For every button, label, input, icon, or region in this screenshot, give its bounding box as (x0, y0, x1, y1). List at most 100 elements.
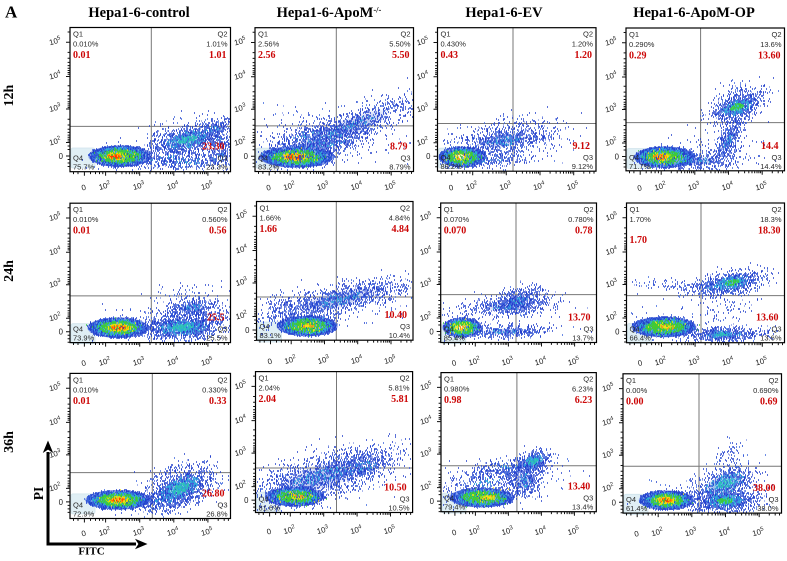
svg-text:103: 103 (132, 356, 146, 368)
svg-text:Q1: Q1 (258, 30, 268, 39)
svg-text:103: 103 (687, 355, 701, 367)
svg-text:Q3: Q3 (217, 325, 227, 334)
svg-text:10.4%: 10.4% (389, 331, 411, 340)
svg-text:23.3%: 23.3% (206, 163, 228, 172)
svg-text:79.4%: 79.4% (444, 503, 466, 512)
svg-text:105: 105 (234, 379, 248, 391)
svg-text:Hepa1-6-control: Hepa1-6-control (88, 5, 189, 21)
svg-text:103: 103 (234, 446, 248, 458)
svg-text:103: 103 (684, 526, 698, 538)
svg-text:103: 103 (316, 180, 330, 192)
svg-text:105: 105 (200, 526, 214, 538)
svg-text:105: 105 (567, 525, 581, 537)
svg-text:105: 105 (48, 35, 62, 47)
svg-text:13.60: 13.60 (758, 51, 781, 62)
svg-text:Q4: Q4 (629, 153, 639, 162)
svg-text:102: 102 (601, 482, 615, 494)
svg-text:0.330%: 0.330% (202, 385, 228, 394)
svg-text:105: 105 (754, 355, 768, 367)
svg-text:75.7%: 75.7% (73, 163, 95, 172)
svg-text:83.2%: 83.2% (258, 163, 280, 172)
svg-text:Q3: Q3 (771, 153, 781, 162)
svg-text:1.70: 1.70 (630, 235, 648, 246)
svg-text:102: 102 (283, 354, 297, 366)
svg-text:72.9%: 72.9% (73, 510, 95, 519)
svg-text:Q1: Q1 (260, 204, 270, 213)
svg-text:105: 105 (604, 36, 618, 48)
svg-text:Q1: Q1 (626, 376, 636, 385)
svg-text:Q1: Q1 (73, 30, 83, 39)
svg-text:26.80: 26.80 (202, 489, 225, 500)
svg-text:0: 0 (637, 358, 644, 368)
svg-text:13.6%: 13.6% (760, 334, 782, 343)
svg-text:0: 0 (59, 328, 64, 337)
svg-text:105: 105 (751, 526, 765, 538)
svg-text:Q3: Q3 (583, 153, 593, 162)
svg-text:81.6%: 81.6% (259, 504, 281, 513)
svg-text:102: 102 (48, 481, 62, 493)
svg-text:5.50: 5.50 (392, 50, 410, 61)
svg-text:38.0%: 38.0% (757, 504, 779, 513)
svg-text:13.7%: 13.7% (572, 334, 594, 343)
svg-text:Q2: Q2 (400, 374, 410, 383)
svg-text:103: 103 (317, 354, 331, 366)
svg-text:Q2: Q2 (217, 30, 227, 39)
svg-text:103: 103 (604, 102, 618, 114)
svg-text:103: 103 (48, 102, 62, 114)
svg-text:103: 103 (316, 524, 330, 536)
svg-text:105: 105 (200, 356, 214, 368)
svg-text:0.33: 0.33 (209, 396, 227, 407)
svg-text:0: 0 (59, 152, 64, 161)
svg-text:102: 102 (235, 309, 249, 321)
svg-text:Q4: Q4 (73, 501, 83, 510)
svg-text:105: 105 (383, 354, 397, 366)
svg-text:26.8%: 26.8% (206, 510, 228, 519)
svg-text:0: 0 (633, 529, 640, 539)
svg-text:1.01%: 1.01% (206, 40, 228, 49)
svg-text:103: 103 (501, 525, 515, 537)
svg-text:Q4: Q4 (259, 495, 269, 504)
svg-text:105: 105 (605, 211, 619, 223)
svg-text:5.81%: 5.81% (388, 384, 410, 393)
svg-text:105: 105 (416, 35, 430, 47)
svg-text:Hepa1-6-EV: Hepa1-6-EV (465, 5, 543, 21)
svg-text:0.560%: 0.560% (202, 215, 228, 224)
svg-text:Q3: Q3 (583, 325, 593, 334)
svg-text:103: 103 (48, 448, 62, 460)
svg-text:0.78: 0.78 (575, 226, 593, 237)
svg-text:Q3: Q3 (400, 495, 410, 504)
svg-text:102: 102 (48, 311, 62, 323)
svg-text:Q2: Q2 (217, 205, 227, 214)
svg-text:1.20%: 1.20% (572, 40, 594, 49)
svg-text:105: 105 (419, 380, 433, 392)
svg-text:Q1: Q1 (259, 374, 269, 383)
svg-text:0.010%: 0.010% (73, 215, 99, 224)
svg-text:2.56: 2.56 (258, 50, 276, 61)
svg-text:103: 103 (235, 276, 249, 288)
svg-text:Q4: Q4 (260, 322, 270, 331)
svg-text:10.50: 10.50 (384, 483, 407, 494)
svg-text:0.56: 0.56 (209, 226, 227, 237)
svg-text:13.6%: 13.6% (760, 40, 782, 49)
svg-text:103: 103 (601, 448, 615, 460)
svg-text:4.84: 4.84 (392, 224, 410, 235)
svg-text:0.69: 0.69 (760, 396, 778, 407)
svg-text:102: 102 (467, 355, 481, 367)
svg-text:102: 102 (653, 180, 667, 192)
svg-text:9.12%: 9.12% (572, 162, 594, 171)
svg-text:13.60: 13.60 (756, 313, 779, 324)
svg-text:103: 103 (132, 180, 146, 192)
svg-text:102: 102 (654, 355, 668, 367)
svg-text:102: 102 (419, 481, 433, 493)
svg-text:102: 102 (650, 526, 664, 538)
svg-text:0: 0 (245, 326, 250, 335)
svg-text:105: 105 (754, 180, 768, 192)
svg-text:14.4%: 14.4% (760, 162, 782, 171)
svg-text:0: 0 (615, 328, 620, 337)
svg-text:18.3%: 18.3% (760, 215, 782, 224)
svg-text:102: 102 (604, 136, 618, 148)
svg-text:38.00: 38.00 (753, 483, 776, 494)
svg-text:102: 102 (98, 526, 112, 538)
svg-text:Q4: Q4 (630, 325, 640, 334)
svg-text:0.98: 0.98 (444, 395, 462, 406)
